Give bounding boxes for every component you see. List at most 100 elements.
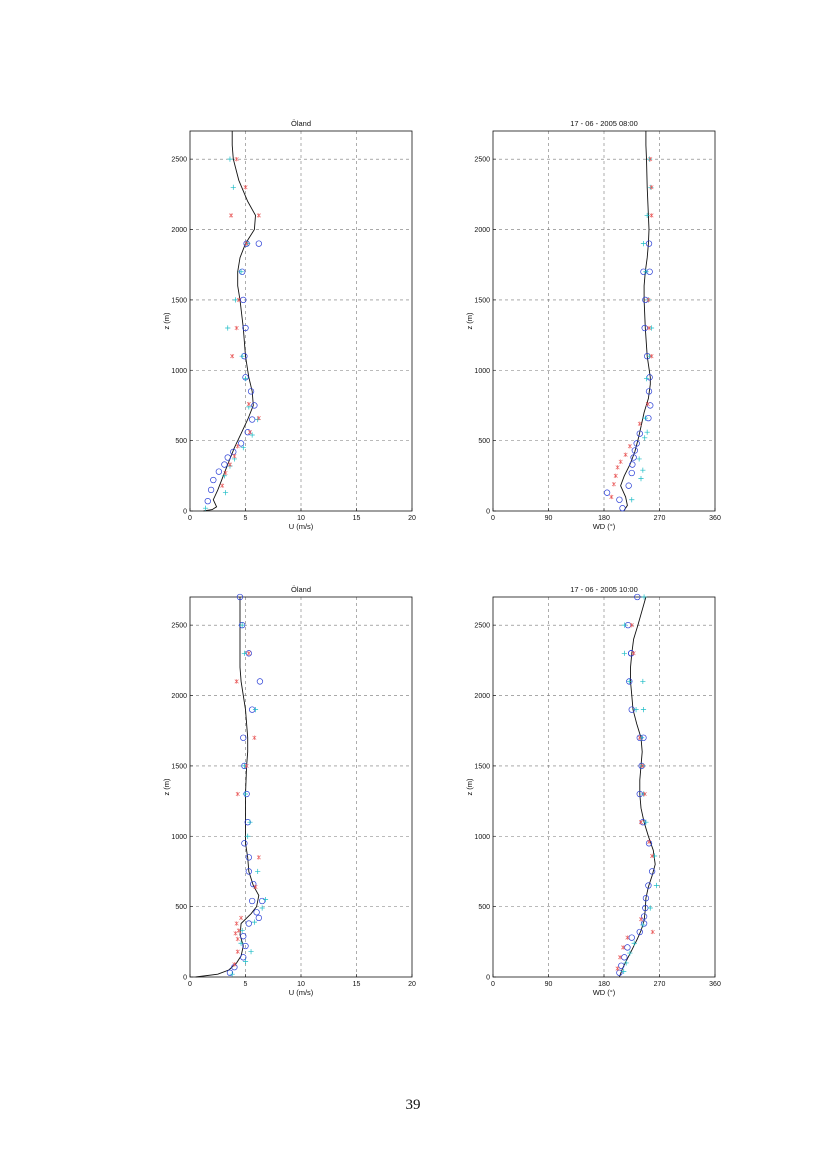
- x-tick-label: 20: [408, 515, 416, 522]
- plus-marker: [640, 791, 647, 797]
- y-axis-label: z (m): [162, 778, 171, 796]
- circle-marker: [251, 402, 258, 409]
- y-tick-label: 2000: [171, 227, 187, 234]
- y-tick-label: 0: [486, 975, 490, 982]
- plus-marker: [238, 269, 244, 275]
- star-marker: [647, 325, 652, 331]
- star-marker: [227, 462, 232, 467]
- x-axis-label: WD (°): [593, 522, 616, 531]
- plus-marker: [202, 505, 209, 511]
- star-marker: [625, 935, 630, 940]
- star-marker: [244, 763, 249, 769]
- y-tick-label: 500: [175, 904, 187, 911]
- plus-marker: [644, 429, 650, 435]
- y-tick-label: 1500: [474, 297, 490, 304]
- plus-marker: [241, 763, 247, 769]
- circle-marker: [629, 461, 636, 468]
- star-marker: [232, 453, 237, 459]
- star-marker: [637, 735, 642, 740]
- plus-marker: [229, 971, 235, 977]
- circle-marker: [616, 969, 623, 976]
- plus-marker: [255, 868, 261, 875]
- plus-marker: [627, 950, 633, 956]
- x-tick-label: 15: [353, 981, 361, 988]
- y-tick-label: 0: [183, 975, 187, 982]
- plus-marker: [621, 968, 627, 974]
- y-tick-label: 2500: [171, 157, 187, 164]
- circle-marker: [255, 240, 262, 247]
- star-marker: [234, 325, 239, 331]
- x-tick-label: 5: [244, 981, 248, 988]
- star-marker: [638, 917, 644, 922]
- star-marker: [235, 949, 240, 954]
- y-tick-label: 1000: [171, 368, 187, 375]
- plus-marker: [643, 376, 650, 382]
- star-marker: [243, 185, 248, 190]
- circle-marker: [221, 461, 228, 468]
- star-marker: [646, 297, 651, 303]
- x-tick-label: 0: [188, 981, 192, 988]
- circle-marker: [636, 928, 643, 936]
- star-marker: [234, 156, 239, 162]
- page-number: 39: [405, 1097, 421, 1113]
- y-tick-label: 2500: [171, 623, 187, 630]
- plus-marker: [222, 490, 229, 496]
- star-marker: [235, 936, 240, 942]
- circle-marker: [253, 909, 260, 916]
- plus-marker: [248, 949, 254, 955]
- circle-marker: [616, 496, 623, 503]
- circle-marker: [626, 678, 633, 685]
- star-marker: [618, 955, 623, 960]
- star-marker: [256, 213, 261, 218]
- circle-marker: [245, 868, 252, 875]
- wind-direction-profile-chart-1000: 0 90 180 270 360 0 500 1000 1500 2000 2500 WD (°) z …: [465, 585, 721, 997]
- plus-marker: [240, 445, 246, 451]
- star-marker: [613, 473, 618, 479]
- plus-marker: [644, 212, 650, 219]
- star-marker: [650, 853, 655, 859]
- y-tick-label: 2000: [474, 693, 490, 700]
- star-marker: [230, 353, 235, 359]
- plus-marker: [262, 896, 269, 903]
- x-axis-label: U (m/s): [289, 988, 314, 997]
- y-tick-label: 1500: [171, 763, 187, 770]
- plus-marker: [232, 297, 239, 303]
- star-marker: [236, 297, 241, 303]
- circle-marker: [245, 920, 252, 927]
- wind-speed-profile-chart-0800: 0 5 10 15 20 0 500 1000 1500 2000 2500 U (m/s) z (m)…: [162, 119, 416, 531]
- star-marker: [649, 353, 654, 359]
- star-marker: [615, 966, 620, 971]
- circle-marker: [603, 489, 611, 496]
- chart-title: 17 - 06 - 2005 08:00: [570, 119, 638, 128]
- plus-marker: [651, 853, 658, 859]
- circle-marker: [631, 447, 638, 454]
- star-marker: [623, 452, 628, 457]
- star-marker: [648, 156, 653, 162]
- circle-marker: [633, 440, 640, 447]
- circle-marker: [207, 486, 215, 494]
- y-axis-label: z (m): [162, 312, 171, 330]
- star-marker: [611, 482, 616, 487]
- y-tick-label: 0: [486, 509, 490, 516]
- plus-marker: [640, 240, 647, 247]
- plus-marker: [626, 678, 632, 685]
- x-tick-label: 20: [408, 981, 416, 988]
- x-tick-label: 15: [353, 515, 361, 522]
- circle-marker: [240, 734, 247, 741]
- circle-marker: [245, 854, 252, 861]
- circle-marker: [255, 914, 262, 922]
- circle-marker: [640, 920, 648, 927]
- y-tick-label: 0: [183, 509, 187, 516]
- circle-marker: [237, 440, 245, 447]
- circle-marker: [641, 324, 648, 332]
- circle-marker: [210, 476, 217, 484]
- circle-marker: [249, 897, 256, 905]
- chart-title: Öland: [291, 119, 311, 128]
- y-tick-label: 500: [478, 904, 490, 911]
- plus-marker: [247, 819, 253, 825]
- star-marker: [647, 839, 652, 845]
- circle-marker: [242, 324, 249, 332]
- plus-marker: [238, 940, 244, 946]
- plus-marker: [648, 184, 654, 190]
- x-tick-label: 360: [709, 981, 721, 988]
